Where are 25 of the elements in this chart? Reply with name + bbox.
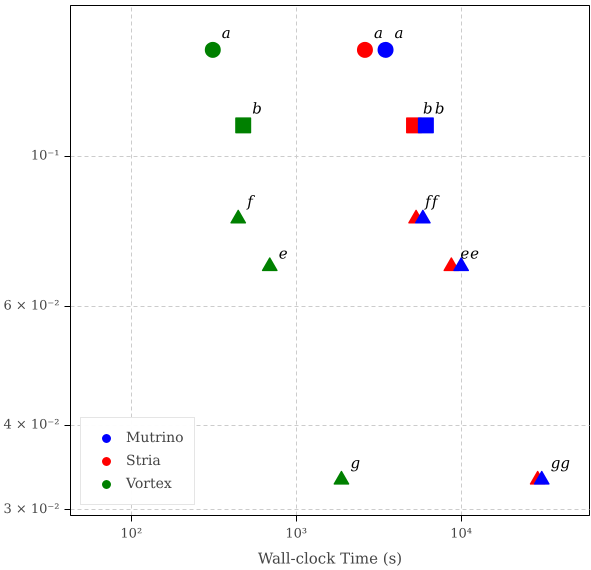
legend-label: Stria	[126, 453, 161, 469]
x-tick-label: 10³	[285, 526, 308, 542]
y-tick-label: 3 × 10⁻²	[3, 502, 60, 518]
x-axis-title: Wall-clock Time (s)	[258, 550, 402, 568]
annotation: b	[252, 99, 262, 118]
x-tick-label: 10⁴	[450, 526, 472, 542]
legend-label: Vortex	[126, 476, 172, 492]
x-tick-label: 10²	[120, 526, 142, 542]
annotation: g	[350, 454, 360, 472]
annotation: b	[434, 99, 444, 118]
annotation: f	[424, 192, 434, 211]
annotation: e	[278, 244, 288, 262]
annotation: f	[246, 192, 256, 211]
y-tick-label: 4 × 10⁻²	[3, 418, 60, 433]
legend-label: Mutrino	[126, 430, 184, 446]
annotation: f	[430, 192, 440, 211]
annotation: gg	[550, 454, 570, 472]
annotation: a	[222, 24, 231, 42]
annotation: a	[394, 24, 404, 42]
y-tick-label: 10⁻¹	[30, 148, 60, 164]
annotation: e	[470, 244, 480, 262]
annotation: a	[374, 24, 383, 42]
annotation: b	[423, 99, 433, 118]
y-tick-label: 6 × 10⁻²	[3, 298, 60, 314]
annotation: e	[460, 244, 470, 262]
